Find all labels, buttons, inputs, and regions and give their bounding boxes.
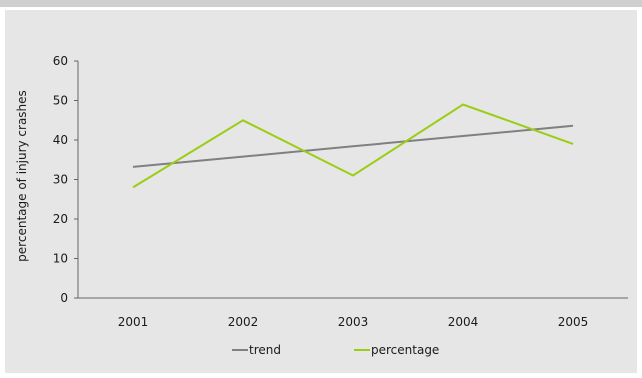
y-tick-label: 30 [53, 173, 68, 187]
y-tick-label: 40 [53, 133, 68, 147]
x-tick-label: 2004 [448, 315, 479, 329]
y-tick-label: 60 [53, 54, 68, 68]
y-tick-label: 10 [53, 252, 68, 266]
legend-label-trend: trend [249, 343, 281, 357]
legend-label-percentage: percentage [371, 343, 439, 357]
x-tick-label: 2003 [338, 315, 369, 329]
axes [77, 61, 628, 299]
x-tick-label: 2001 [118, 315, 149, 329]
x-tick-label: 2005 [558, 315, 589, 329]
y-tick-label: 50 [53, 94, 68, 108]
series-line-percentage [132, 103, 574, 189]
series-lines [132, 103, 574, 189]
legend: trend percentage [232, 343, 439, 357]
x-ticks: 2001 2002 2003 2004 2005 [118, 315, 589, 329]
series-line-trend [132, 124, 574, 168]
y-ticks: 0 10 20 30 40 50 60 [53, 54, 78, 305]
chart-panel [5, 10, 637, 373]
top-bar [0, 0, 642, 7]
y-tick-label: 20 [53, 212, 68, 226]
y-tick-label: 0 [60, 291, 68, 305]
y-axis-title: percentage of injury crashes [15, 90, 29, 262]
x-tick-label: 2002 [228, 315, 259, 329]
